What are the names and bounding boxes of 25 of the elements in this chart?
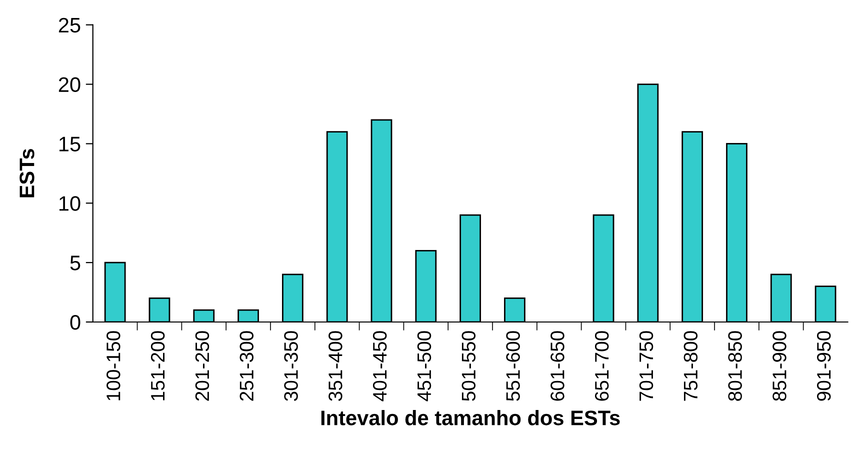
x-tick-label: 201-250 — [195, 331, 210, 401]
x-tick-label: 601-650 — [550, 331, 564, 401]
y-tick-label: 25 — [58, 18, 80, 33]
x-tick-label: 451-500 — [417, 331, 432, 402]
x-tick-label: 501-550 — [462, 331, 476, 401]
x-tick-label: 551-600 — [506, 331, 520, 401]
x-tick-label: 401-450 — [372, 331, 387, 402]
y-tick-label: 20 — [58, 77, 80, 92]
x-tick-label: 651-700 — [594, 331, 609, 401]
x-tick-label: 701-750 — [639, 331, 654, 401]
x-tick-label: 801-850 — [728, 331, 742, 401]
x-tick-label: 351-400 — [328, 331, 342, 401]
y-tick-label: 0 — [70, 315, 80, 330]
x-tick-label: 751-800 — [684, 331, 698, 401]
y-tick-label: 10 — [59, 196, 80, 211]
x-tick-label: 251-300 — [240, 331, 254, 401]
x-tick-label: 901-950 — [816, 331, 831, 401]
x-tick-label: 301-350 — [284, 331, 298, 401]
x-axis-title: Intevalo de tamanho dos ESTs — [321, 410, 620, 426]
x-tick-label: 851-900 — [772, 331, 786, 401]
x-tick-label: 100-150 — [106, 331, 120, 400]
x-tick-label: 151-200 — [150, 331, 165, 400]
y-axis-title: ESTs — [20, 148, 34, 198]
y-tick-label: 5 — [70, 256, 80, 270]
y-tick-label: 15 — [59, 136, 80, 152]
